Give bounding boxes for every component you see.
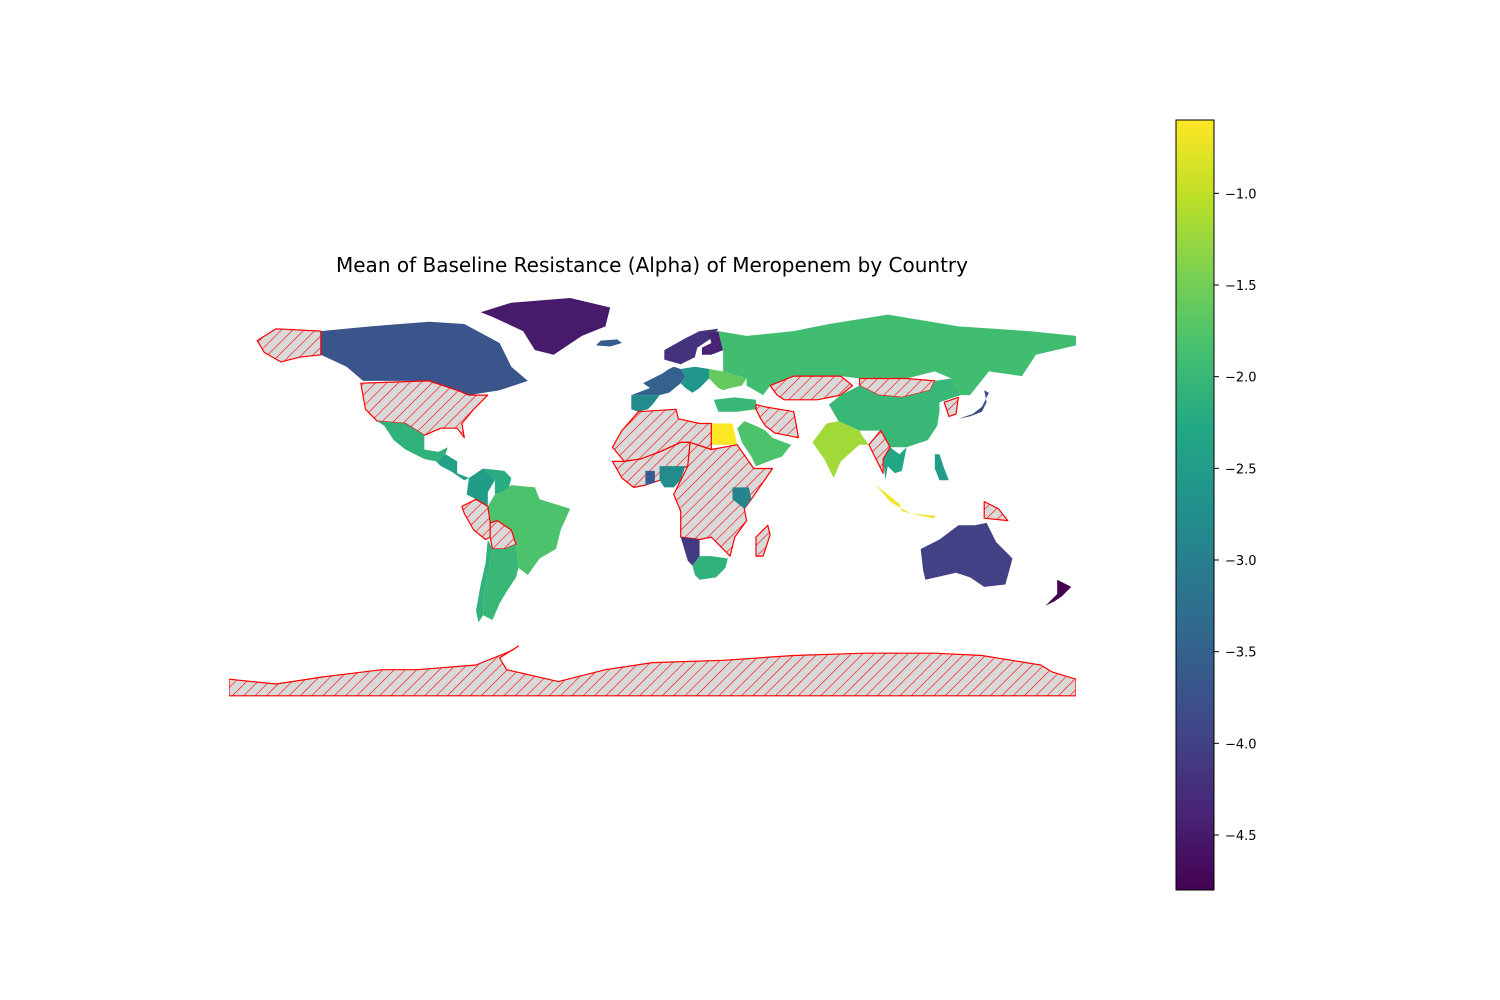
colorbar-tick-label: −2.5 (1225, 462, 1257, 477)
region-mongolia (858, 377, 936, 398)
region-venezuela (483, 468, 512, 495)
chart-title: Mean of Baseline Resistance (Alpha) of M… (336, 253, 968, 277)
region-mexico (377, 421, 448, 462)
world-map (229, 298, 1076, 697)
region-kenya (732, 487, 752, 509)
region-madagascar (755, 524, 771, 557)
region-philippines (934, 454, 949, 481)
region-central-america (436, 454, 469, 481)
region-japan (958, 390, 989, 419)
region-canada (320, 321, 528, 396)
region-argentina (483, 544, 519, 620)
region-colombia (466, 468, 495, 507)
region-nigeria (659, 466, 686, 488)
colorbar: −1.0 −1.5 −2.0 −2.5 −3.0 −3.5 −4.0 −4.5 (1175, 119, 1257, 891)
colorbar-tick-label: −3.0 (1225, 554, 1257, 569)
region-ukraine (709, 369, 747, 391)
region-western-europe (631, 366, 686, 396)
region-australia (920, 522, 1013, 587)
colorbar-tick-label: −4.0 (1225, 737, 1257, 752)
region-greenland (480, 298, 611, 355)
colorbar-tick-label: −1.5 (1225, 279, 1257, 294)
region-peru (461, 498, 491, 541)
region-ghana (645, 470, 655, 486)
region-alaska (256, 328, 322, 363)
region-indonesia (876, 485, 935, 519)
region-russia (718, 314, 1076, 396)
region-brazil (487, 485, 571, 575)
region-iran (755, 404, 800, 439)
region-papua-new-guinea (983, 501, 1009, 522)
region-new-zealand (1045, 579, 1072, 606)
colorbar-tick-label: −2.0 (1225, 371, 1257, 386)
region-saudi-arabia (737, 421, 792, 467)
colorbar-tick-label: −3.5 (1225, 646, 1257, 661)
region-iceland (596, 339, 622, 347)
region-chile (476, 539, 493, 623)
region-antarctica (229, 645, 1076, 697)
region-egypt (711, 423, 738, 445)
colorbar-ticks: −1.0 −1.5 −2.0 −2.5 −3.0 −3.5 −4.0 −4.5 (1214, 187, 1257, 844)
colorbar-tick-label: −4.5 (1225, 829, 1257, 844)
region-south-africa (692, 556, 728, 580)
region-korea (943, 396, 960, 417)
region-myanmar (868, 430, 891, 474)
region-china (829, 378, 961, 448)
region-thailand (883, 447, 907, 481)
region-united-states (360, 380, 489, 439)
region-scandinavia (664, 328, 719, 365)
region-finland (701, 331, 724, 355)
region-turkey (713, 397, 756, 412)
region-central-europe (680, 366, 709, 393)
colorbar-tick-label: −1.0 (1225, 187, 1257, 202)
region-spain (631, 395, 660, 412)
region-namibia (680, 537, 700, 566)
region-central-africa (673, 441, 774, 557)
colorbar-gradient (1175, 119, 1215, 891)
region-india (812, 421, 869, 478)
